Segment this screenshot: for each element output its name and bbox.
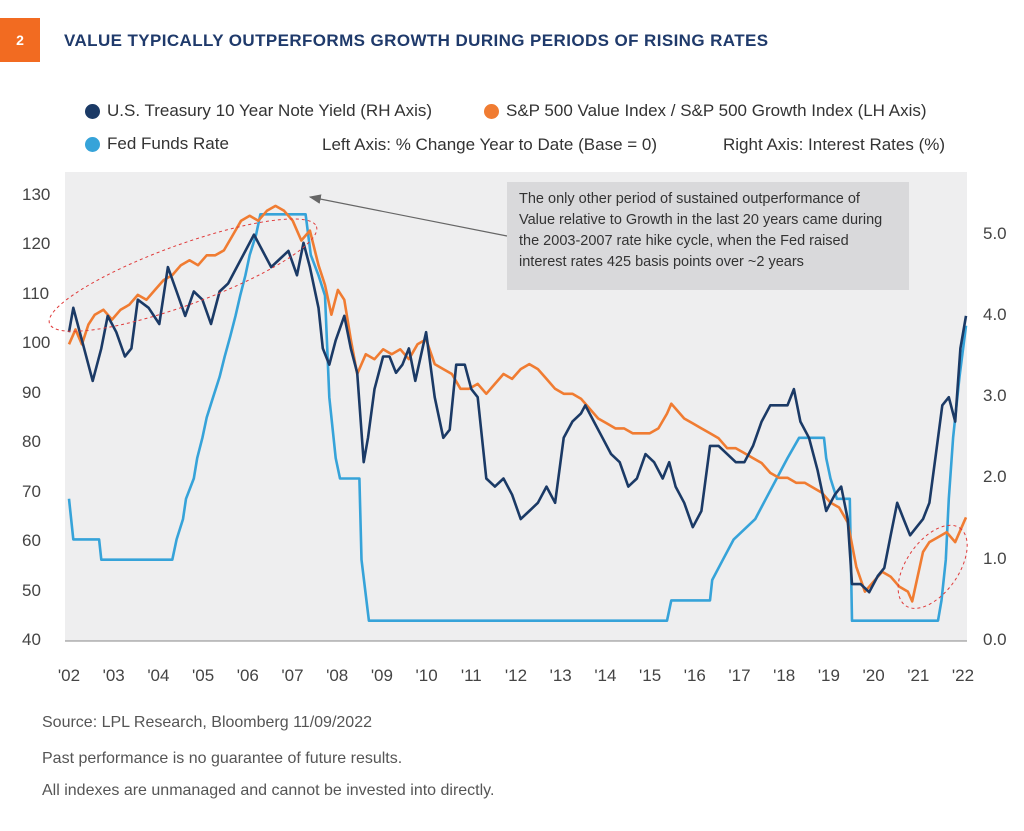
navy-dot-icon (85, 103, 100, 119)
legend-label-ratio: S&P 500 Value Index / S&P 500 Growth Ind… (506, 101, 927, 120)
x-axis-tick-label: '07 (281, 666, 304, 685)
x-axis-tick-label: '06 (236, 666, 259, 685)
x-axis-tick-label: '17 (728, 666, 751, 685)
right-axis-tick-label: 1.0 (983, 548, 1007, 568)
left-axis-tick-label: 130 (22, 185, 51, 204)
x-axis-tick-label: '13 (549, 666, 572, 685)
x-axis-tick-label: '05 (192, 666, 215, 685)
x-axis-tick-label: '09 (370, 666, 393, 685)
left-axis-tick-label: 40 (22, 630, 41, 649)
x-axis-tick-label: '21 (907, 666, 930, 685)
right-axis-tick-label: 4.0 (983, 304, 1007, 324)
series-line-ratio (67, 204, 968, 603)
orange-dot-icon (484, 103, 499, 119)
x-axis-tick-label: '04 (147, 666, 170, 685)
figure-number-badge: 2 (0, 18, 40, 62)
left-axis-tick-label: 70 (22, 481, 41, 501)
blue-dot-icon (85, 136, 100, 152)
left-axis-tick-label: 60 (22, 531, 41, 551)
left-axis-tick-label: 90 (22, 382, 41, 402)
x-axis-tick-label: '16 (683, 666, 706, 685)
legend-label-fed: Fed Funds Rate (107, 134, 229, 153)
left-axis-tick-label: 80 (22, 432, 41, 452)
x-axis-tick-label: '15 (639, 666, 662, 685)
left-axis-tick-label: 100 (22, 333, 51, 353)
x-axis-tick-label: '10 (415, 666, 438, 685)
x-axis-tick-label: '12 (504, 666, 528, 685)
annotation-ellipse (897, 524, 968, 609)
right-axis-tick-label: 3.0 (983, 386, 1007, 406)
x-axis-tick-label: '20 (862, 666, 885, 685)
x-axis-tick-label: '14 (594, 666, 617, 685)
annotation-callout: The only other period of sustained outpe… (507, 182, 909, 290)
legend-label-treasury: U.S. Treasury 10 Year Note Yield (RH Axi… (107, 101, 433, 120)
source-note: Source: LPL Research, Bloomberg 11/09/20… (42, 714, 372, 731)
x-axis-tick-label: '11 (460, 666, 482, 685)
x-axis-tick-label: '02 (57, 666, 81, 685)
annotation-ellipse (48, 218, 318, 332)
legend-item-ratio: S&P 500 Value Index / S&P 500 Growth Ind… (484, 101, 927, 121)
x-axis-tick-label: '18 (773, 666, 796, 685)
x-axis-tick-label: '03 (102, 666, 125, 685)
series-line-fed (67, 213, 968, 622)
left-axis-note: Left Axis: % Change Year to Date (Base =… (322, 135, 658, 154)
series-line-treasury (67, 233, 968, 594)
x-axis-tick-label: '08 (326, 666, 349, 685)
legend-item-treasury: U.S. Treasury 10 Year Note Yield (RH Axi… (85, 101, 432, 121)
chart-title: VALUE TYPICALLY OUTPERFORMS GROWTH DURIN… (64, 31, 769, 50)
right-axis-note: Right Axis: Interest Rates (%) (723, 135, 946, 154)
left-axis-tick-label: 110 (22, 283, 50, 303)
callout-arrow (308, 194, 508, 237)
left-axis-tick-label: 120 (22, 234, 51, 254)
left-axis-tick-label: 50 (22, 580, 41, 600)
disclaimer-performance: Past performance is no guarantee of futu… (42, 750, 403, 767)
x-axis-tick-label: '19 (817, 666, 840, 685)
disclaimer-indexes: All indexes are unmanaged and cannot be … (42, 782, 495, 799)
legend-item-fed: Fed Funds Rate (85, 134, 229, 154)
right-axis-tick-label: 5.0 (983, 223, 1007, 243)
x-axis-tick-label: '22 (951, 666, 975, 685)
right-axis-tick-label: 0.0 (983, 630, 1007, 649)
right-axis-tick-label: 2.0 (983, 467, 1007, 487)
